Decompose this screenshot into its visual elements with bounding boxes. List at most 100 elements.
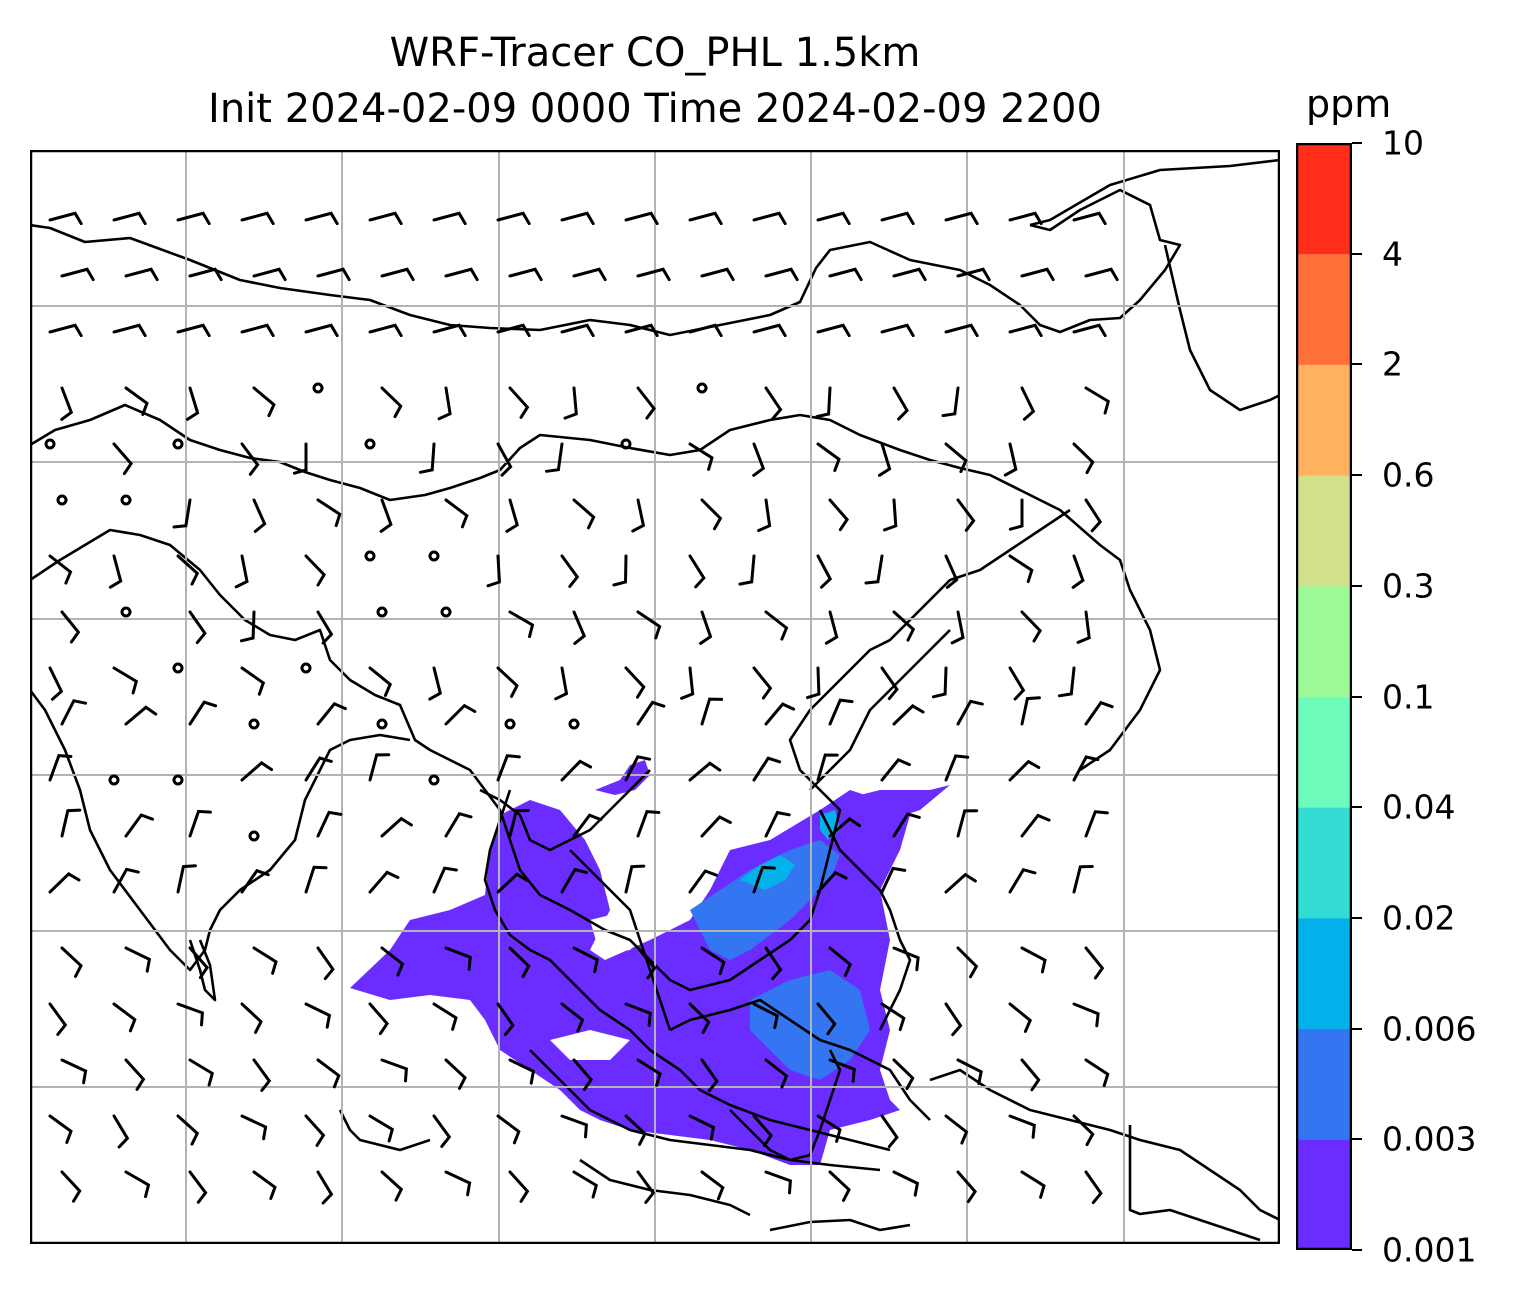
calm-wind-marker bbox=[504, 718, 516, 730]
wind-barb bbox=[508, 610, 535, 639]
wind-barb bbox=[1020, 610, 1042, 643]
wind-barb bbox=[956, 809, 979, 838]
wind-barb bbox=[572, 610, 587, 645]
colorbar-tick-mark bbox=[1352, 695, 1362, 698]
wind-barb bbox=[112, 867, 140, 894]
wind-barb bbox=[824, 610, 839, 645]
wind-barb bbox=[699, 610, 713, 645]
wind-barb bbox=[816, 753, 839, 782]
wind-barb bbox=[508, 267, 543, 282]
wind-barb bbox=[1071, 554, 1085, 589]
wind-barb bbox=[688, 211, 723, 226]
lat-lon-gridlines bbox=[30, 150, 1280, 1244]
wind-barb bbox=[752, 1114, 773, 1148]
wind-barb bbox=[880, 1002, 906, 1032]
wind-barb bbox=[240, 323, 275, 338]
colorbar-tick-label: 0.006 bbox=[1382, 1009, 1477, 1049]
wind-barb bbox=[545, 442, 564, 473]
colorbar-segment bbox=[1296, 475, 1352, 587]
wind-barb bbox=[112, 211, 147, 226]
wind-barb bbox=[560, 1114, 588, 1139]
wind-barb bbox=[1072, 865, 1094, 894]
wind-barb bbox=[188, 1058, 215, 1087]
wind-barb bbox=[1072, 1114, 1095, 1147]
wind-barb bbox=[560, 323, 595, 338]
wind-barb bbox=[828, 1170, 851, 1202]
colorbar-tick-mark bbox=[1352, 1249, 1362, 1251]
wind-barb bbox=[508, 809, 530, 838]
wind-barb bbox=[752, 756, 782, 782]
wind-barb bbox=[636, 386, 656, 420]
calm-wind-marker bbox=[620, 438, 632, 450]
calm-wind-marker bbox=[428, 550, 440, 562]
wind-barb bbox=[304, 554, 326, 587]
wind-barb bbox=[636, 610, 662, 640]
wind-barb bbox=[240, 211, 275, 226]
wind-barb bbox=[1008, 867, 1037, 894]
wind-barb bbox=[48, 554, 73, 585]
wind-barb bbox=[496, 754, 521, 782]
wind-barb bbox=[624, 1114, 647, 1146]
wind-barb bbox=[624, 323, 659, 338]
wind-barb bbox=[752, 666, 773, 700]
wind-barb bbox=[304, 756, 333, 782]
wind-barb bbox=[688, 554, 706, 589]
wind-barb bbox=[680, 666, 695, 700]
wind-barb bbox=[432, 211, 467, 226]
wind-barb bbox=[816, 554, 833, 589]
wind-barb bbox=[188, 1170, 208, 1204]
calm-wind-marker bbox=[312, 382, 324, 394]
wind-barb bbox=[880, 666, 899, 701]
wind-barb bbox=[944, 211, 979, 226]
calm-wind-marker bbox=[300, 662, 312, 674]
wind-barb bbox=[560, 759, 593, 782]
wind-barb bbox=[572, 813, 603, 838]
wind-barb bbox=[176, 864, 197, 894]
wind-barb bbox=[444, 1170, 472, 1197]
wind-barb bbox=[1084, 498, 1103, 533]
wind-barb bbox=[1072, 1002, 1100, 1028]
colorbar-segment bbox=[1296, 1028, 1352, 1140]
colorbar-tick-label: 2 bbox=[1382, 344, 1403, 384]
wind-barb bbox=[624, 864, 646, 894]
wind-barb bbox=[48, 211, 83, 226]
wind-barb bbox=[956, 1058, 983, 1086]
colorbar-tick-mark bbox=[1352, 363, 1362, 366]
wind-barb bbox=[1084, 810, 1109, 838]
wind-barb bbox=[60, 946, 83, 978]
calm-wind-marker bbox=[376, 718, 388, 730]
wind-barb bbox=[380, 267, 415, 282]
wind-barb bbox=[60, 267, 95, 282]
wind-barb bbox=[892, 1170, 920, 1197]
wind-barb bbox=[508, 386, 530, 419]
wind-barb bbox=[234, 554, 249, 589]
wind-barb bbox=[764, 386, 783, 421]
colorbar-tick-mark bbox=[1352, 806, 1362, 809]
colorbar-segment bbox=[1296, 143, 1352, 255]
calm-wind-marker bbox=[44, 438, 56, 450]
colorbar bbox=[1296, 143, 1352, 1250]
wind-barb bbox=[252, 498, 267, 533]
wind-barb bbox=[1076, 610, 1091, 644]
wind-barb bbox=[752, 865, 776, 894]
wind-barb bbox=[252, 946, 278, 975]
wind-barb bbox=[880, 757, 911, 782]
map-border bbox=[30, 150, 1280, 1244]
wind-barb bbox=[941, 386, 960, 418]
wind-barb bbox=[752, 211, 787, 226]
colorbar-tick-label: 0.6 bbox=[1382, 455, 1435, 495]
calm-wind-marker bbox=[120, 606, 132, 618]
wind-barb bbox=[48, 666, 64, 701]
wind-barb bbox=[572, 1058, 593, 1092]
wind-barb bbox=[1084, 1058, 1110, 1088]
wind-barb bbox=[816, 442, 841, 472]
wind-barb bbox=[60, 1058, 88, 1085]
wind-barb bbox=[880, 1114, 899, 1149]
wind-barb bbox=[1020, 696, 1041, 726]
wind-barb bbox=[505, 498, 519, 533]
wind-barb bbox=[486, 554, 501, 588]
colorbar-tick-mark bbox=[1352, 584, 1362, 587]
wind-barb bbox=[864, 554, 884, 585]
wind-barb bbox=[48, 1114, 73, 1144]
calm-wind-marker bbox=[364, 550, 376, 562]
